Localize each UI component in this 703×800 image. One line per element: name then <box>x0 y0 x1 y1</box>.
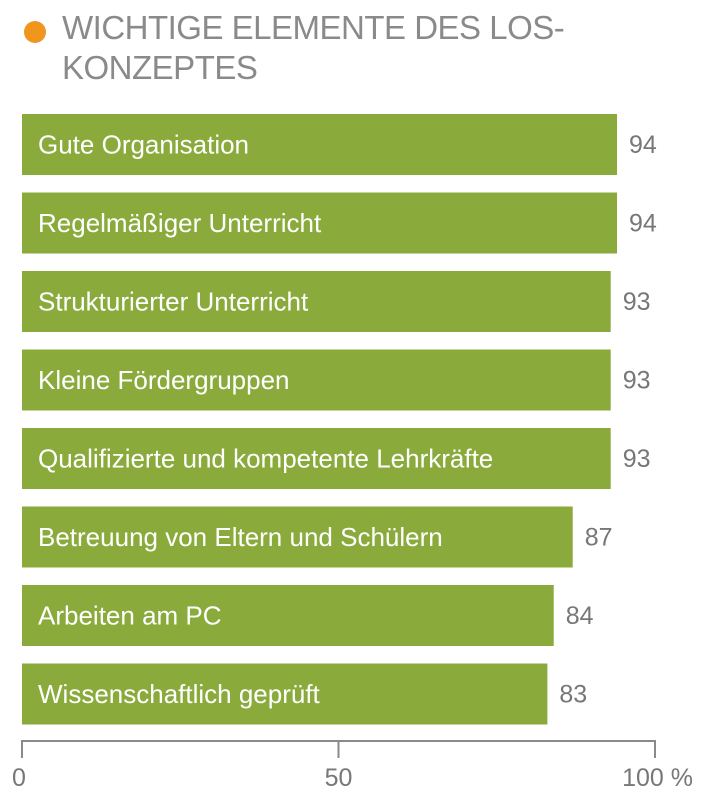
bar-category-label: Betreuung von Eltern und Schülern <box>38 522 443 552</box>
x-axis-tick-label: 0 <box>12 764 26 792</box>
bar <box>22 114 618 175</box>
bar-value-label: 93 <box>623 288 651 316</box>
bar <box>22 585 554 646</box>
bar-value-label: 94 <box>629 210 657 238</box>
bar <box>22 271 611 332</box>
bar-category-label: Qualifizierte und kompetente Lehrkräfte <box>38 444 493 474</box>
bar-category-label: Arbeiten am PC <box>38 601 222 631</box>
bar-value-label: 93 <box>623 367 651 395</box>
bar <box>22 428 611 489</box>
bar-category-label: Wissenschaftlich geprüft <box>38 679 321 709</box>
bar-category-label: Regelmäßiger Unterricht <box>38 208 322 238</box>
x-axis-tick-label: 50 <box>325 764 353 792</box>
bar-value-label: 94 <box>629 131 657 159</box>
bar <box>22 349 611 411</box>
bar <box>22 663 548 725</box>
bar-value-label: 93 <box>623 445 651 473</box>
orange-dot-icon <box>24 21 46 43</box>
bar-category-label: Gute Organisation <box>38 130 249 160</box>
bar <box>22 192 618 254</box>
bar <box>22 506 573 568</box>
bar-value-label: 84 <box>566 602 594 630</box>
bar-value-label: 83 <box>559 681 587 709</box>
bar-category-label: Strukturierter Unterricht <box>38 287 309 317</box>
chart-title-block: WICHTIGE ELEMENTE DES LOS-KONZEPTES <box>24 8 684 88</box>
bar-category-label: Kleine Fördergruppen <box>38 365 290 395</box>
chart-title: WICHTIGE ELEMENTE DES LOS-KONZEPTES <box>62 9 565 86</box>
x-axis-tick-label: 100 % <box>622 764 693 792</box>
bar-value-label: 87 <box>585 524 613 552</box>
